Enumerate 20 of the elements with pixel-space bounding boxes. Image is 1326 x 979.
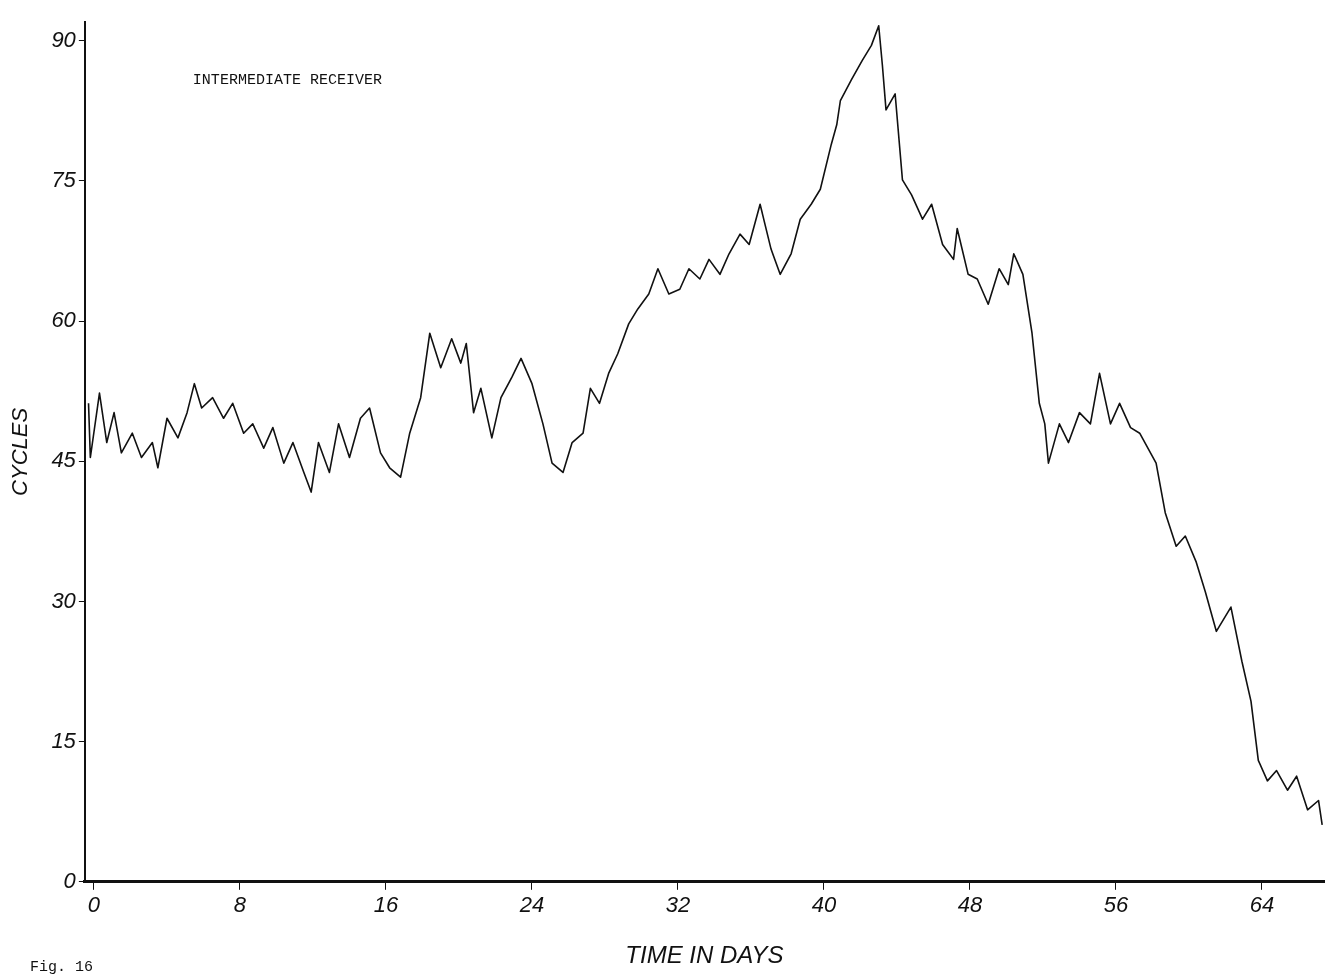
y-tick-label: 0: [63, 867, 77, 893]
x-tick-label: 64: [1249, 892, 1275, 918]
y-tick-label: 90: [51, 26, 77, 52]
x-axis-title: TIME IN DAYS: [625, 941, 784, 969]
x-tick-label: 0: [87, 892, 101, 918]
y-tick-label: 15: [51, 727, 77, 753]
x-tick-label: 8: [233, 892, 247, 918]
text: INTERMEDIATE RECEIVER: [192, 71, 382, 89]
caption: Fig. 16: [30, 959, 94, 977]
y-tick-label: 30: [51, 587, 77, 613]
x-tick-label: 16: [373, 892, 399, 918]
x-tick-label: 56: [1103, 892, 1129, 918]
x-tick-label: 48: [957, 892, 983, 918]
y-tick-label: 75: [51, 167, 77, 192]
x-tick-label: 32: [665, 892, 691, 918]
y-tick-label: 45: [51, 447, 77, 473]
y-tick-label: 60: [51, 307, 77, 333]
x-tick-label: 24: [518, 892, 545, 918]
x-tick-label: 40: [811, 892, 837, 918]
y-axis-title: CYCLES: [7, 407, 33, 496]
